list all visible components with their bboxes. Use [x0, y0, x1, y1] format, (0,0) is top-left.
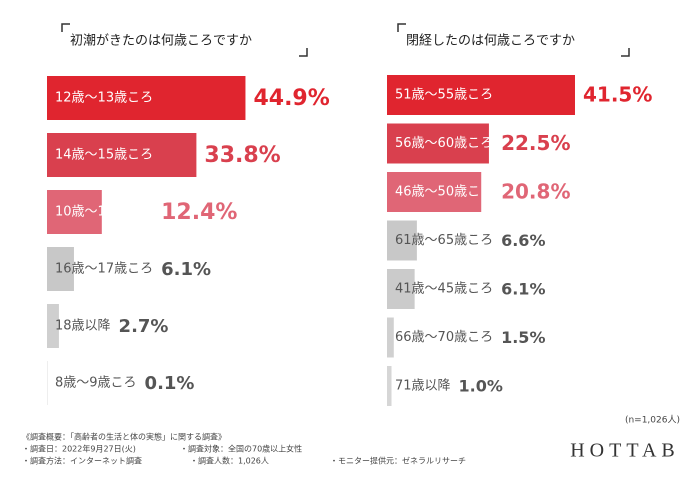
value-label: 20.8%: [501, 180, 570, 204]
bar: [47, 304, 59, 348]
footnote: ・調査日：2022年9月27日(火): [22, 444, 136, 454]
footnote: ・調査対象：全国の70歳以上女性: [180, 444, 302, 454]
bar: [387, 75, 575, 115]
bar: [47, 76, 246, 120]
bar-label: 61歳〜65歳ころ: [395, 233, 493, 248]
value-label: 1.0%: [459, 377, 503, 396]
bar-label: 12歳〜13歳ころ: [55, 91, 153, 106]
title-bracket: [61, 23, 308, 57]
footnote: ・調査方法：インターネット調査: [22, 456, 142, 466]
bar: [47, 247, 74, 291]
footnote: 《調査概要：「高齢者の生活と体の実態」に関する調査》: [22, 432, 226, 442]
bar: [47, 190, 102, 234]
title-bracket: [397, 23, 630, 57]
bar-label: 16歳〜17歳ころ: [55, 262, 153, 277]
bar: [387, 366, 392, 406]
bar: [387, 123, 489, 164]
value-label: 22.5%: [501, 131, 570, 155]
chart-title: 初潮がきたのは何歳ころですか: [70, 33, 252, 49]
bar-label: 10歳〜11歳ころ: [55, 205, 153, 220]
bar: [47, 133, 197, 177]
value-label: 44.9%: [253, 86, 329, 111]
logo: HOTTAB: [570, 440, 680, 462]
sample-note: (n=1,026人): [625, 415, 680, 426]
bar-label: 8歳〜9歳ころ: [55, 376, 137, 391]
value-label: 41.5%: [583, 83, 652, 107]
value-label: 2.7%: [119, 316, 169, 337]
chart-title: 閉経したのは何歳ころですか: [406, 33, 575, 49]
bar: [387, 172, 482, 212]
bar: [387, 317, 394, 358]
bar: [387, 269, 415, 309]
bar-label: 71歳以降: [395, 379, 451, 394]
value-label: 1.5%: [501, 328, 545, 347]
bar-label: 18歳以降: [55, 319, 111, 334]
value-label: 33.8%: [204, 143, 280, 168]
bar-label: 41歳〜45歳ころ: [395, 282, 493, 297]
footnote: ・調査人数：1,026人: [190, 456, 269, 466]
value-label: 0.1%: [145, 373, 195, 394]
bar-label: 14歳〜15歳ころ: [55, 148, 153, 163]
bar: [387, 220, 417, 261]
footnote: ・モニター提供元：ゼネラルリサーチ: [330, 456, 466, 466]
value-label: 12.4%: [161, 200, 237, 225]
value-label: 6.1%: [161, 259, 211, 280]
bar-label: 46歳〜50歳ころ: [395, 185, 493, 200]
bar-label: 66歳〜70歳ころ: [395, 330, 493, 345]
bar-label: 51歳〜55歳ころ: [395, 88, 493, 103]
bar-label: 56歳〜60歳ころ: [395, 136, 493, 151]
value-label: 6.1%: [501, 280, 545, 299]
value-label: 6.6%: [501, 231, 545, 250]
